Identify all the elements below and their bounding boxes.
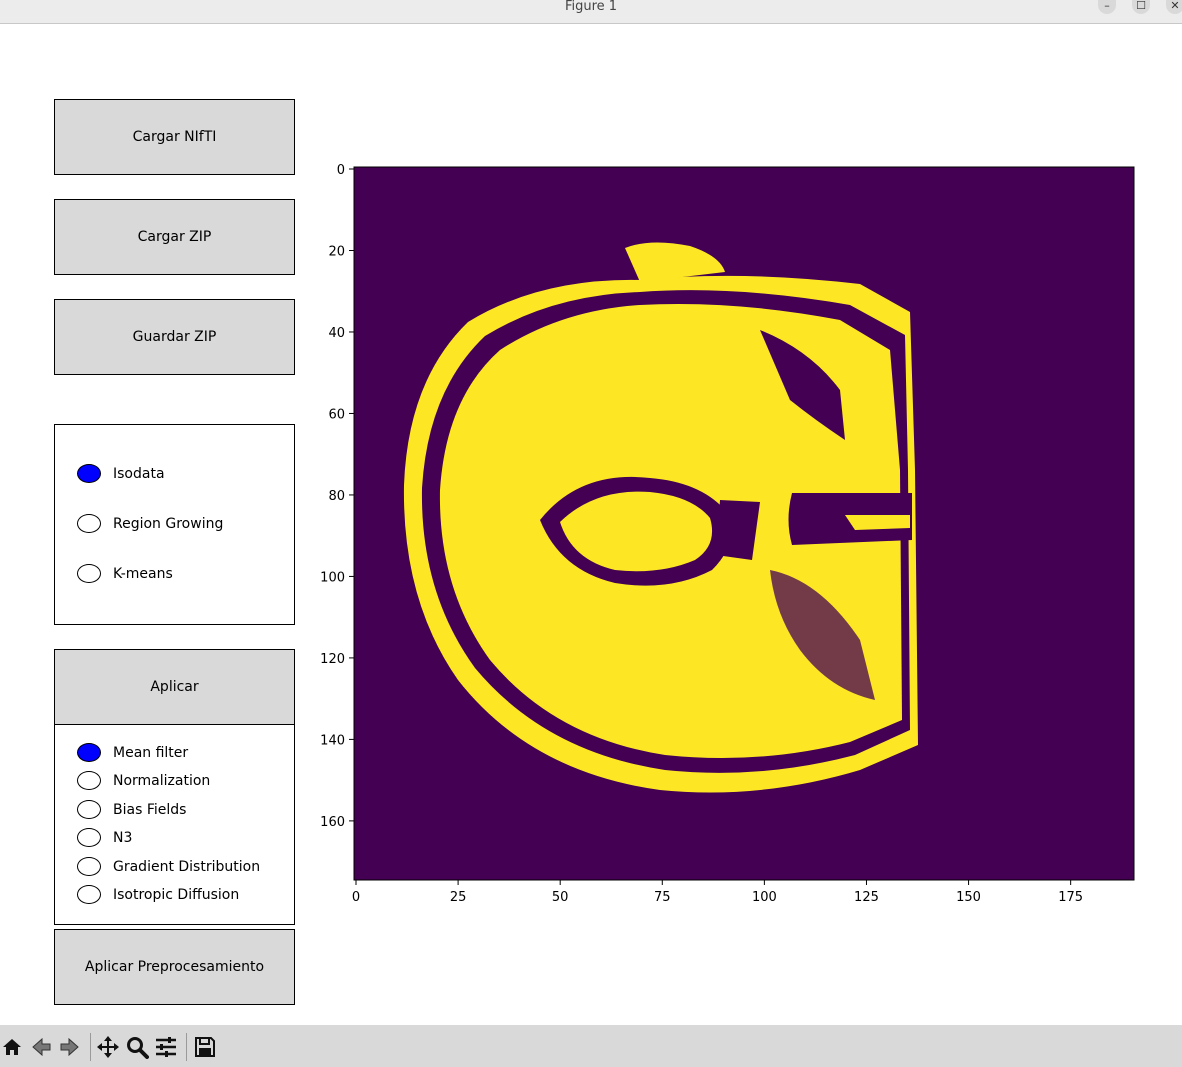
radio-label: Bias Fields: [113, 801, 187, 818]
radio-circle[interactable]: [77, 857, 101, 876]
radio-option-isodata[interactable]: Isodata: [55, 464, 165, 483]
close-button[interactable]: ✕: [1166, 0, 1182, 14]
segmentation-mask: [403, 242, 918, 793]
radio-option-kmeans[interactable]: K-means: [55, 564, 173, 583]
x-tick-label: 75: [654, 890, 671, 905]
y-tick-label: 100: [320, 570, 345, 585]
y-tick-label: 20: [328, 244, 345, 259]
radio-label: N3: [113, 829, 133, 846]
radio-option-bias-fields[interactable]: Bias Fields: [55, 800, 186, 819]
x-tick-label: 150: [956, 890, 981, 905]
image-axes[interactable]: 0 25 50 75 100 125 150 175 0 20 40 60 80 100 120 140 16…: [0, 0, 1182, 1020]
radio-circle[interactable]: [77, 564, 101, 583]
radio-circle[interactable]: [77, 885, 101, 904]
radio-circle[interactable]: [77, 828, 101, 847]
y-tick-label: 60: [328, 407, 345, 422]
forward-icon[interactable]: [58, 1035, 82, 1059]
y-tick-label: 40: [328, 326, 345, 341]
radio-label: Region Growing: [113, 515, 224, 532]
y-tick-label: 160: [320, 815, 345, 830]
x-axis: 0 25 50 75 100 125 150 175: [352, 880, 1083, 905]
radio-circle[interactable]: [77, 514, 101, 533]
window-title: Figure 1: [564, 0, 618, 14]
save-zip-button[interactable]: Guardar ZIP: [54, 299, 295, 375]
configure-subplots-icon[interactable]: [154, 1035, 178, 1059]
x-tick-label: 125: [854, 890, 879, 905]
preprocessing-method-radio-group: Mean filter Normalization Bias Fields N3…: [54, 724, 295, 925]
y-tick-label: 140: [320, 733, 345, 748]
radio-circle[interactable]: [77, 743, 101, 762]
radio-label: Isotropic Diffusion: [113, 886, 240, 903]
back-icon[interactable]: [29, 1035, 53, 1059]
x-tick-label: 100: [752, 890, 777, 905]
toolbar-separator: [186, 1033, 187, 1061]
radio-option-n3[interactable]: N3: [55, 828, 132, 847]
y-tick-label: 0: [337, 163, 345, 178]
radio-label: Normalization: [113, 772, 211, 789]
window-titlebar: Figure 1 – ☐ ✕: [0, 0, 1182, 24]
home-icon[interactable]: [0, 1035, 24, 1059]
navigation-toolbar: [0, 1025, 1182, 1067]
radio-circle[interactable]: [77, 771, 101, 790]
radio-circle[interactable]: [77, 800, 101, 819]
radio-label: Mean filter: [113, 744, 189, 761]
apply-preprocessing-button[interactable]: Aplicar Preprocesamiento: [54, 929, 295, 1005]
pan-icon[interactable]: [96, 1035, 120, 1059]
radio-option-isotropic-diffusion[interactable]: Isotropic Diffusion: [55, 885, 239, 904]
x-tick-label: 0: [352, 890, 360, 905]
radio-label: Gradient Distribution: [113, 858, 261, 875]
x-tick-label: 50: [552, 890, 569, 905]
load-nifti-button[interactable]: Cargar NIfTI: [54, 99, 295, 175]
maximize-button[interactable]: ☐: [1132, 0, 1150, 14]
radio-label: Isodata: [113, 465, 165, 482]
x-tick-label: 25: [450, 890, 467, 905]
axes-frame: [353, 166, 1135, 881]
x-tick-label: 175: [1058, 890, 1083, 905]
segmentation-method-radio-group: Isodata Region Growing K-means: [54, 424, 295, 625]
radio-label: K-means: [113, 565, 173, 582]
y-tick-label: 120: [320, 652, 345, 667]
y-tick-label: 80: [328, 489, 345, 504]
apply-button[interactable]: Aplicar: [54, 649, 295, 725]
y-axis: 0 20 40 60 80 100 120 140 160: [320, 163, 354, 830]
radio-option-region-growing[interactable]: Region Growing: [55, 514, 223, 533]
radio-option-normalization[interactable]: Normalization: [55, 771, 210, 790]
radio-option-gradient-distribution[interactable]: Gradient Distribution: [55, 857, 260, 876]
toolbar-separator: [90, 1033, 91, 1061]
radio-circle[interactable]: [77, 464, 101, 483]
zoom-icon[interactable]: [125, 1035, 149, 1059]
minimize-button[interactable]: –: [1098, 0, 1116, 14]
radio-option-mean-filter[interactable]: Mean filter: [55, 743, 188, 762]
save-icon[interactable]: [193, 1035, 217, 1059]
load-zip-button[interactable]: Cargar ZIP: [54, 199, 295, 275]
